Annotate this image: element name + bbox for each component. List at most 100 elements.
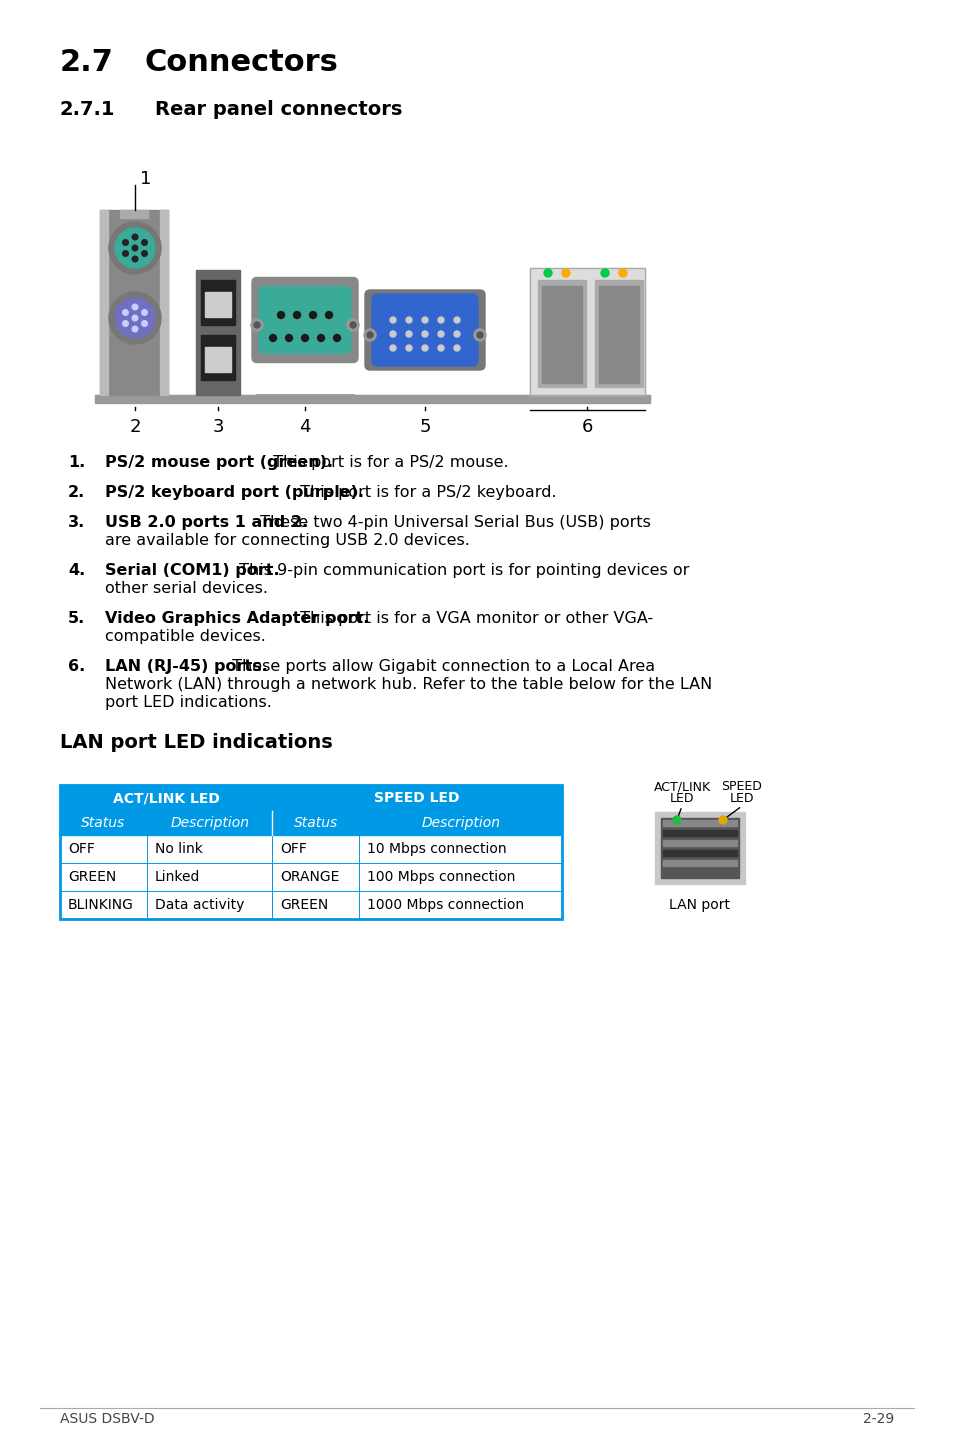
FancyBboxPatch shape xyxy=(252,278,357,362)
Circle shape xyxy=(123,240,128,246)
Bar xyxy=(598,286,639,383)
FancyBboxPatch shape xyxy=(258,286,351,354)
Bar xyxy=(201,280,234,325)
Bar xyxy=(201,335,234,380)
Bar xyxy=(205,292,231,316)
Circle shape xyxy=(390,316,395,324)
Text: other serial devices.: other serial devices. xyxy=(105,581,268,595)
Text: Connectors: Connectors xyxy=(145,47,338,78)
Text: This port is for a PS/2 mouse.: This port is for a PS/2 mouse. xyxy=(268,454,508,470)
Text: 4: 4 xyxy=(299,418,311,436)
Text: USB 2.0 ports 1 and 2.: USB 2.0 ports 1 and 2. xyxy=(105,515,308,531)
Circle shape xyxy=(285,335,293,341)
Text: 1: 1 xyxy=(140,170,152,188)
Bar xyxy=(60,785,273,811)
Text: PS/2 mouse port (green).: PS/2 mouse port (green). xyxy=(105,454,333,470)
Text: 100 Mbps connection: 100 Mbps connection xyxy=(367,870,516,884)
Text: PS/2 keyboard port (purple).: PS/2 keyboard port (purple). xyxy=(105,485,364,500)
Text: LED: LED xyxy=(669,792,694,805)
Text: 1.: 1. xyxy=(68,454,85,470)
Text: ACT/LINK: ACT/LINK xyxy=(653,779,710,792)
Text: compatible devices.: compatible devices. xyxy=(105,628,266,644)
Text: Video Graphics Adapter port.: Video Graphics Adapter port. xyxy=(105,611,369,626)
Circle shape xyxy=(421,331,428,336)
Bar xyxy=(541,286,581,383)
Circle shape xyxy=(476,332,482,338)
Bar xyxy=(662,850,737,856)
Text: Status: Status xyxy=(81,815,126,830)
Text: Description: Description xyxy=(170,815,249,830)
Text: Description: Description xyxy=(420,815,499,830)
Text: Data activity: Data activity xyxy=(154,897,244,912)
Bar xyxy=(660,818,739,879)
FancyBboxPatch shape xyxy=(365,290,484,370)
Circle shape xyxy=(132,256,137,262)
Bar xyxy=(662,820,737,825)
Bar xyxy=(662,840,737,846)
Text: 6: 6 xyxy=(580,418,592,436)
Text: port LED indications.: port LED indications. xyxy=(105,695,272,710)
Bar xyxy=(60,785,561,919)
Circle shape xyxy=(123,321,128,326)
Bar xyxy=(100,210,108,395)
Text: 1000 Mbps connection: 1000 Mbps connection xyxy=(367,897,524,912)
Text: 2.7: 2.7 xyxy=(60,47,113,78)
Circle shape xyxy=(115,229,154,267)
Text: Linked: Linked xyxy=(154,870,200,884)
Text: Status: Status xyxy=(294,815,337,830)
Circle shape xyxy=(390,331,395,336)
Circle shape xyxy=(454,345,459,351)
Circle shape xyxy=(406,331,412,336)
Text: Network (LAN) through a network hub. Refer to the table below for the LAN: Network (LAN) through a network hub. Ref… xyxy=(105,677,712,692)
Text: No link: No link xyxy=(154,843,203,856)
Circle shape xyxy=(132,326,137,332)
Text: 5.: 5. xyxy=(68,611,85,626)
Circle shape xyxy=(294,312,300,318)
Circle shape xyxy=(132,234,137,240)
Text: 2.7.1: 2.7.1 xyxy=(60,101,115,119)
Text: GREEN: GREEN xyxy=(280,897,328,912)
Circle shape xyxy=(123,309,128,315)
Text: 2.: 2. xyxy=(68,485,85,500)
Bar xyxy=(273,785,561,811)
Circle shape xyxy=(142,240,147,246)
Bar xyxy=(95,395,649,398)
Text: GREEN: GREEN xyxy=(68,870,116,884)
Text: Rear panel connectors: Rear panel connectors xyxy=(154,101,402,119)
Text: BLINKING: BLINKING xyxy=(68,897,133,912)
Circle shape xyxy=(253,322,260,328)
Bar xyxy=(120,210,148,219)
Text: LAN (RJ-45) ports.: LAN (RJ-45) ports. xyxy=(105,659,268,674)
Bar xyxy=(60,835,561,863)
Bar xyxy=(530,267,644,395)
Bar xyxy=(205,347,231,372)
Text: SPEED LED: SPEED LED xyxy=(374,791,459,805)
Circle shape xyxy=(719,815,726,824)
Circle shape xyxy=(474,329,485,341)
Circle shape xyxy=(390,345,395,351)
Circle shape xyxy=(672,815,680,824)
Bar xyxy=(662,830,737,835)
Circle shape xyxy=(109,292,161,344)
Text: 2: 2 xyxy=(129,418,141,436)
Text: 6.: 6. xyxy=(68,659,85,674)
Circle shape xyxy=(132,315,137,321)
Text: This 9-pin communication port is for pointing devices or: This 9-pin communication port is for poi… xyxy=(233,564,689,578)
Circle shape xyxy=(543,269,552,278)
Bar xyxy=(95,395,649,403)
Circle shape xyxy=(454,331,459,336)
Bar xyxy=(95,395,649,398)
Circle shape xyxy=(142,250,147,256)
Circle shape xyxy=(561,269,569,278)
Text: These ports allow Gigabit connection to a Local Area: These ports allow Gigabit connection to … xyxy=(227,659,655,674)
Circle shape xyxy=(123,250,128,256)
Circle shape xyxy=(251,319,263,331)
Text: LED: LED xyxy=(729,792,754,805)
Text: are available for connecting USB 2.0 devices.: are available for connecting USB 2.0 dev… xyxy=(105,533,470,548)
Circle shape xyxy=(309,312,316,318)
Circle shape xyxy=(421,345,428,351)
Circle shape xyxy=(109,221,161,275)
Circle shape xyxy=(367,332,373,338)
Bar xyxy=(530,267,644,395)
Text: ORANGE: ORANGE xyxy=(280,870,339,884)
